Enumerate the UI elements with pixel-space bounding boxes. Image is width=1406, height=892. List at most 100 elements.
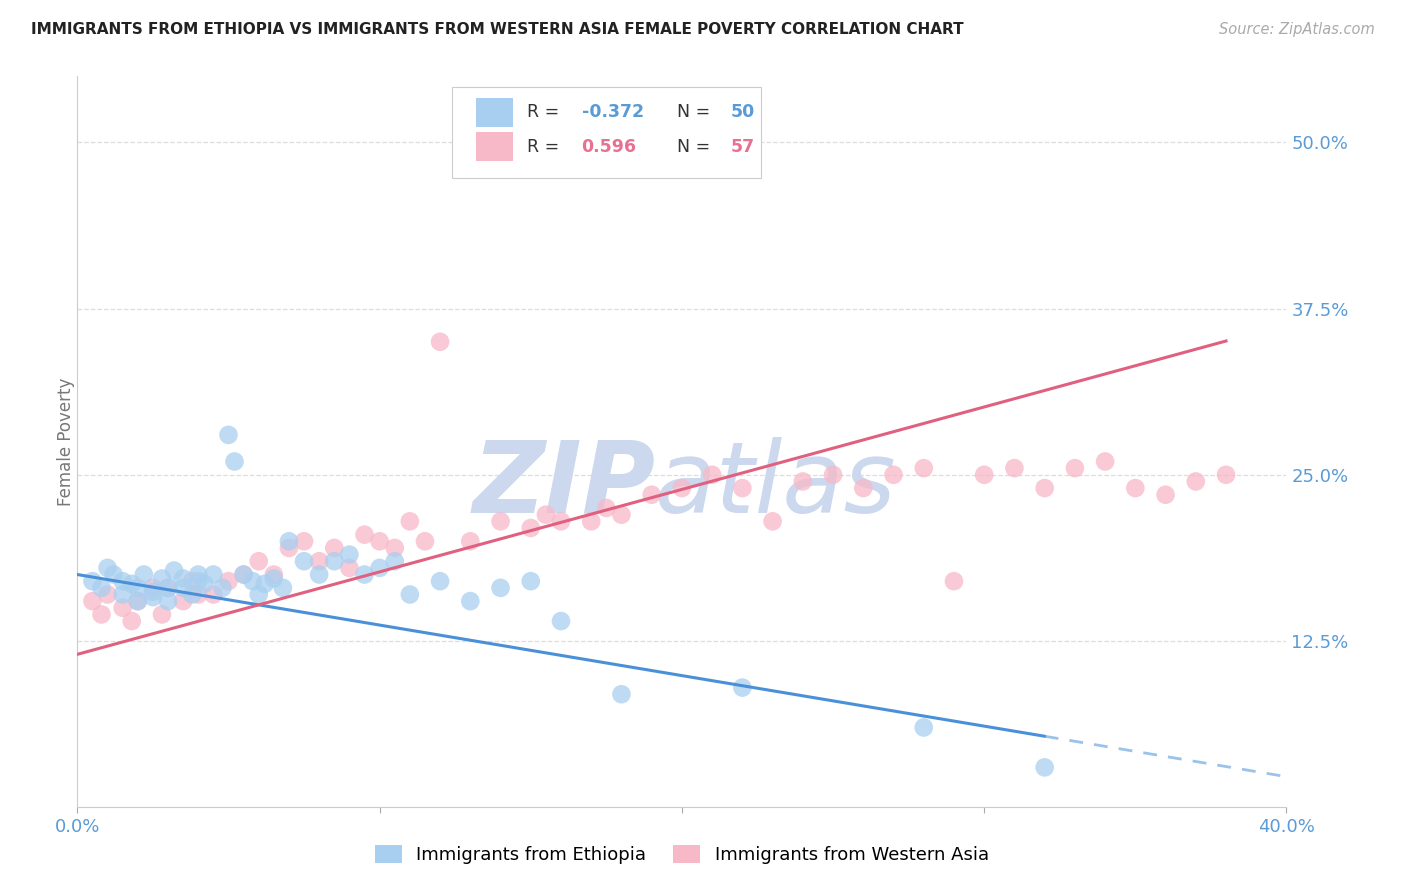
Point bbox=[157, 581, 180, 595]
Point bbox=[534, 508, 557, 522]
Point bbox=[731, 681, 754, 695]
Point bbox=[187, 574, 209, 589]
Text: 0.596: 0.596 bbox=[582, 137, 637, 156]
Point bbox=[337, 561, 360, 575]
Point bbox=[111, 574, 134, 589]
Point bbox=[111, 600, 134, 615]
Point bbox=[458, 594, 481, 608]
Point bbox=[308, 554, 330, 568]
Point bbox=[172, 581, 194, 595]
Point bbox=[121, 577, 143, 591]
Point bbox=[181, 574, 204, 589]
Point bbox=[550, 514, 572, 528]
Text: R =: R = bbox=[527, 103, 565, 121]
Point bbox=[142, 590, 165, 604]
Point bbox=[912, 461, 935, 475]
Point bbox=[323, 541, 346, 555]
Point bbox=[193, 577, 215, 591]
Point bbox=[353, 527, 375, 541]
Point bbox=[883, 467, 905, 482]
Point bbox=[1215, 467, 1237, 482]
Point bbox=[111, 587, 134, 601]
Point bbox=[550, 614, 572, 628]
Point bbox=[82, 594, 104, 608]
Text: 50: 50 bbox=[730, 103, 755, 121]
Text: 57: 57 bbox=[730, 137, 755, 156]
Point bbox=[1004, 461, 1026, 475]
Point bbox=[202, 567, 225, 582]
Point bbox=[458, 534, 481, 549]
Point bbox=[187, 587, 209, 601]
Point bbox=[247, 554, 270, 568]
Point bbox=[242, 574, 264, 589]
Point bbox=[278, 541, 301, 555]
Text: IMMIGRANTS FROM ETHIOPIA VS IMMIGRANTS FROM WESTERN ASIA FEMALE POVERTY CORRELAT: IMMIGRANTS FROM ETHIOPIA VS IMMIGRANTS F… bbox=[31, 22, 963, 37]
Point bbox=[263, 572, 285, 586]
Point bbox=[595, 161, 617, 176]
Point bbox=[150, 572, 173, 586]
Point bbox=[308, 567, 330, 582]
Point bbox=[127, 594, 149, 608]
Point bbox=[82, 574, 104, 589]
Point bbox=[1154, 488, 1177, 502]
Point bbox=[912, 721, 935, 735]
Point bbox=[172, 572, 194, 586]
Point bbox=[278, 534, 301, 549]
Point bbox=[762, 514, 785, 528]
Point bbox=[384, 554, 406, 568]
Legend: Immigrants from Ethiopia, Immigrants from Western Asia: Immigrants from Ethiopia, Immigrants fro… bbox=[367, 838, 997, 871]
Point bbox=[1184, 475, 1206, 489]
Point bbox=[702, 467, 724, 482]
Point bbox=[218, 574, 240, 589]
Point bbox=[973, 467, 995, 482]
Point bbox=[172, 594, 194, 608]
Point bbox=[1033, 760, 1056, 774]
Point bbox=[157, 581, 180, 595]
Point bbox=[595, 501, 617, 516]
Text: R =: R = bbox=[527, 137, 571, 156]
Point bbox=[1064, 461, 1087, 475]
Point bbox=[1123, 481, 1146, 495]
Point bbox=[96, 561, 118, 575]
Point bbox=[187, 567, 209, 582]
Point bbox=[399, 514, 422, 528]
Point bbox=[429, 574, 451, 589]
Point bbox=[218, 428, 240, 442]
Text: N =: N = bbox=[666, 137, 716, 156]
Point bbox=[641, 488, 664, 502]
Point bbox=[271, 581, 294, 595]
Point bbox=[1094, 454, 1116, 468]
Point bbox=[413, 534, 436, 549]
Point bbox=[163, 564, 186, 578]
Text: N =: N = bbox=[666, 103, 716, 121]
Point bbox=[399, 587, 422, 601]
Point bbox=[127, 581, 149, 595]
Point bbox=[181, 587, 204, 601]
Point bbox=[610, 687, 633, 701]
FancyBboxPatch shape bbox=[453, 87, 761, 178]
Point bbox=[121, 614, 143, 628]
Text: -0.372: -0.372 bbox=[582, 103, 644, 121]
Point bbox=[202, 587, 225, 601]
Y-axis label: Female Poverty: Female Poverty bbox=[58, 377, 75, 506]
Point bbox=[103, 567, 125, 582]
Point bbox=[150, 607, 173, 622]
Text: ZIP: ZIP bbox=[472, 437, 655, 534]
Point bbox=[90, 581, 112, 595]
Point bbox=[247, 587, 270, 601]
Point bbox=[852, 481, 875, 495]
Point bbox=[384, 541, 406, 555]
Point bbox=[96, 587, 118, 601]
Point bbox=[292, 534, 315, 549]
Point bbox=[142, 584, 165, 599]
Point bbox=[489, 514, 512, 528]
Text: atlas: atlas bbox=[655, 437, 897, 534]
Point bbox=[368, 561, 391, 575]
Point bbox=[263, 567, 285, 582]
Point bbox=[132, 567, 155, 582]
Point bbox=[429, 334, 451, 349]
Point bbox=[581, 514, 603, 528]
Point bbox=[232, 567, 254, 582]
Point bbox=[127, 594, 149, 608]
Point bbox=[337, 548, 360, 562]
